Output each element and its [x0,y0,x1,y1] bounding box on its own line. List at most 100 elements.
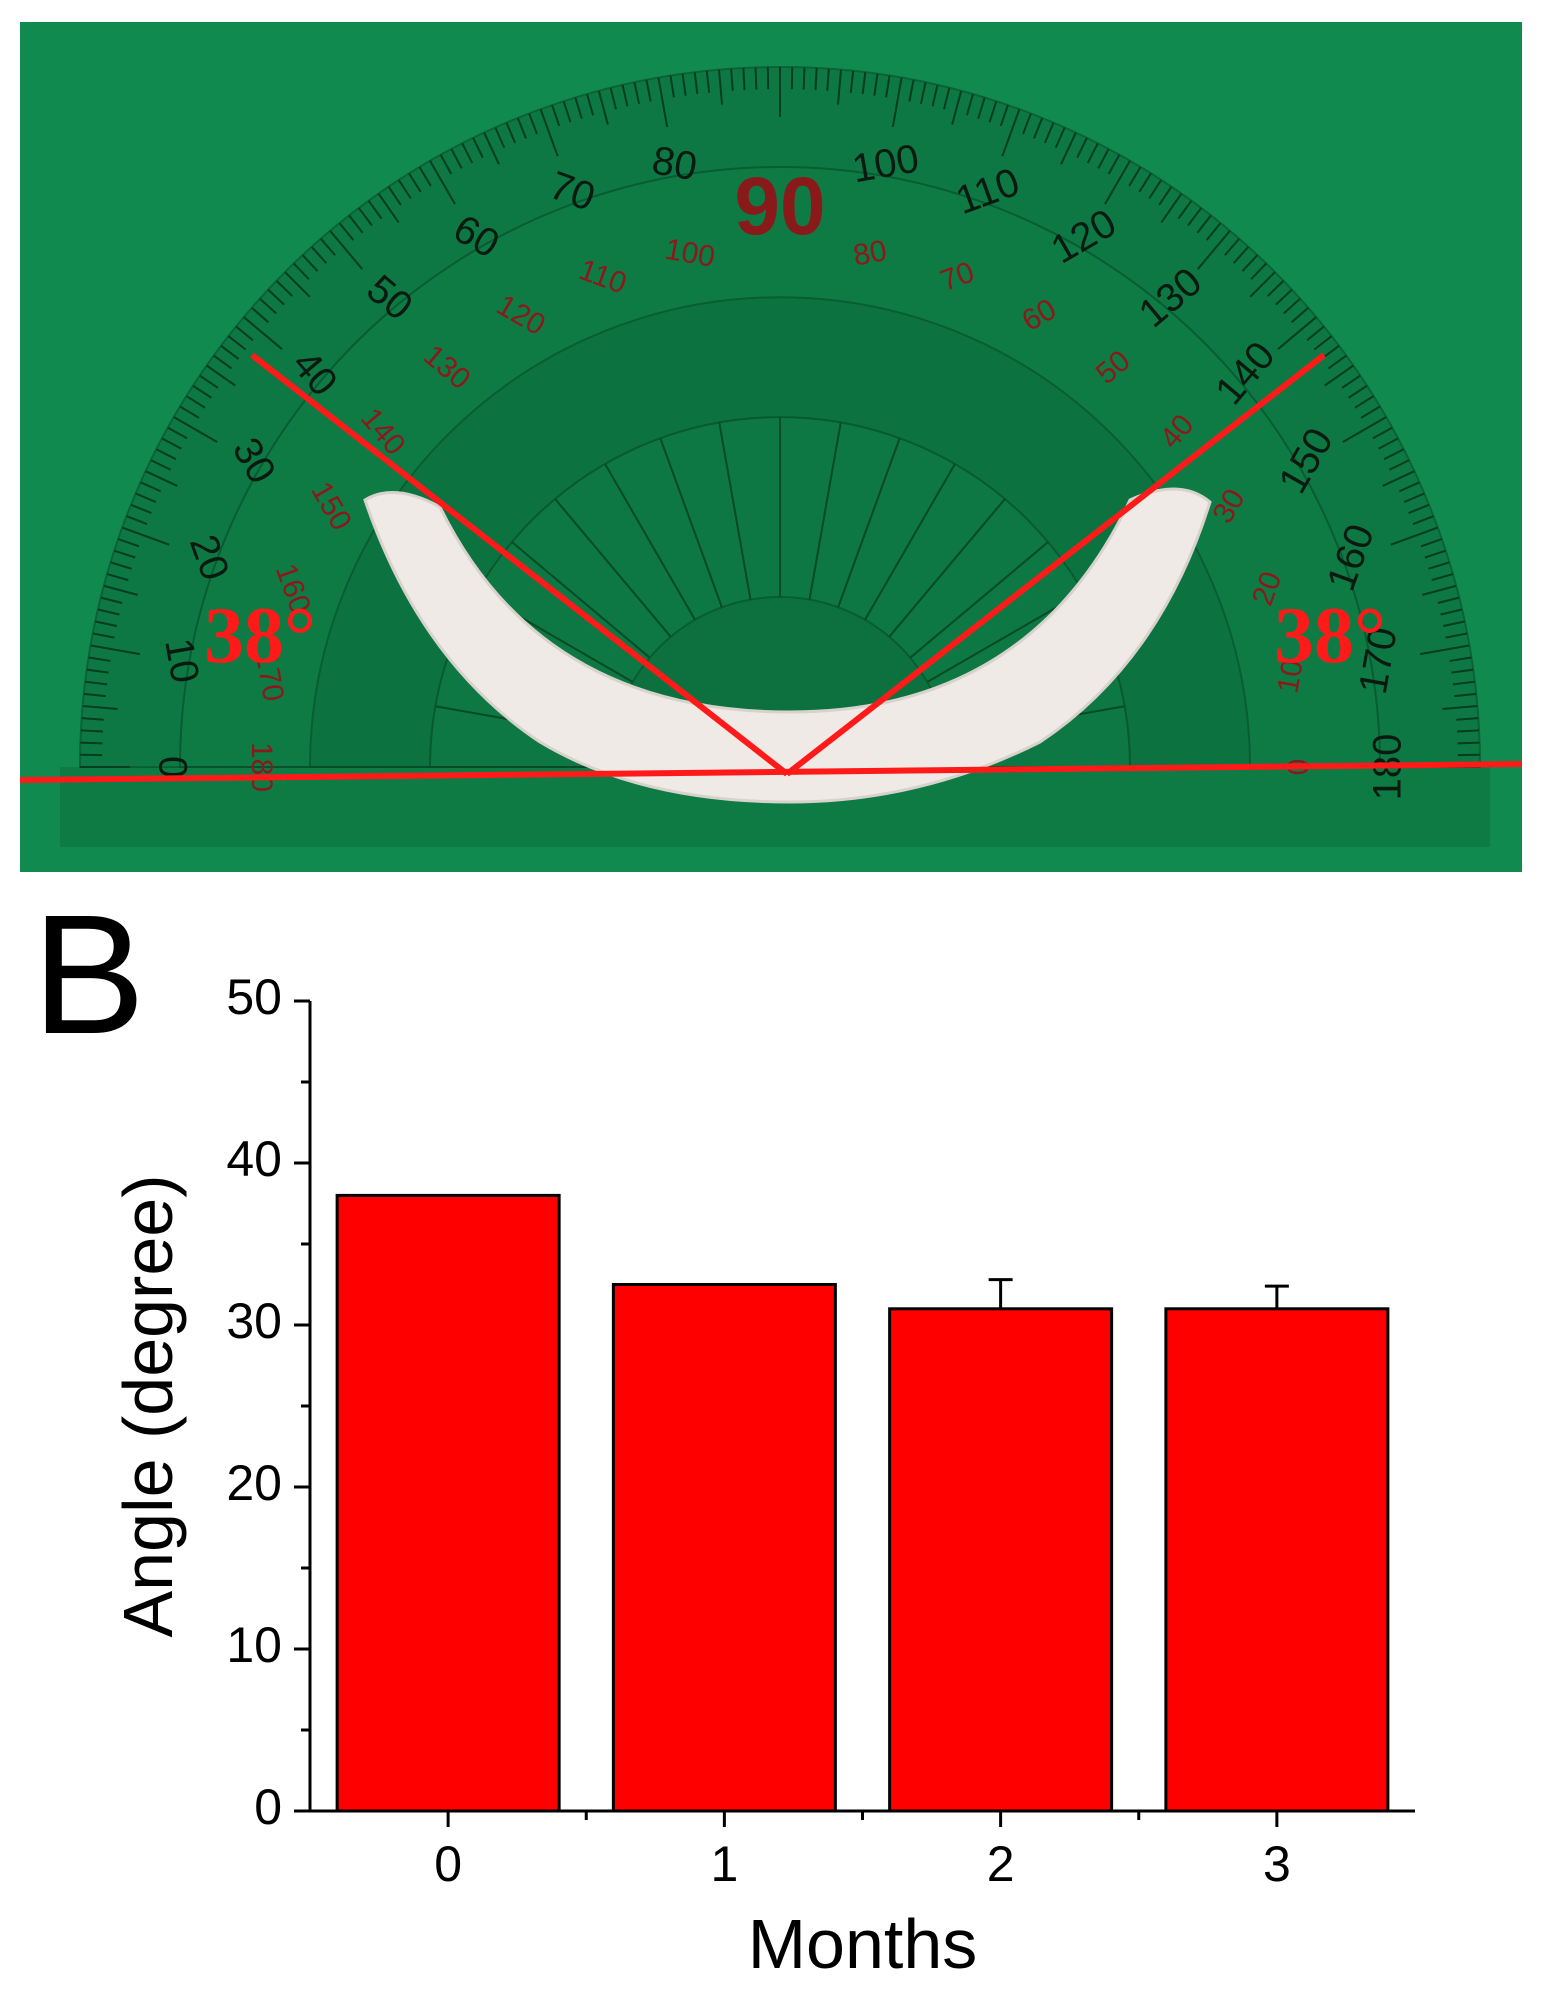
protractor-tick [1205,222,1222,241]
protractor-tick [1457,729,1480,733]
panel-b-label: B [32,880,146,1070]
protractor-tick [81,717,104,721]
protractor-tick [348,214,364,234]
protractor-tick [338,222,355,241]
protractor-tick [977,97,986,119]
x-tick-label: 2 [987,1836,1015,1892]
protractor-inner-label: 80 [851,234,890,272]
angle-annotation-left: 38° [204,592,316,680]
protractor-tick [130,503,152,514]
y-tick-label: 50 [226,969,282,1025]
protractor-tick [1249,271,1276,298]
protractor-tick [88,656,111,662]
angle-annotation-right: 38° [1274,592,1386,680]
protractor-radial [718,422,752,600]
y-tick-label: 40 [226,1131,282,1187]
protractor-tick [1277,316,1317,350]
protractor-tick [999,104,1009,127]
protractor-tick [669,75,675,98]
x-tick-label: 0 [434,1836,462,1892]
protractor-tick [199,374,219,389]
protractor-tick [1431,573,1454,582]
protractor-tick [1104,160,1131,205]
bar [335,1193,561,1813]
protractor-tick [329,230,363,270]
protractor-tick [320,238,336,256]
left-angle-line [250,352,789,777]
protractor-tick [145,470,178,487]
protractor-tick [1275,288,1293,306]
protractor-radial [604,463,696,621]
y-tick-label: 30 [226,1293,282,1349]
protractor-tick [100,596,123,604]
protractor-tick [1372,426,1393,440]
protractor-tick [908,79,915,102]
protractor-tick [1327,354,1347,370]
protractor-tick [1390,526,1439,546]
protractor-tick [86,668,109,674]
protractor-radial [864,463,956,621]
protractor-tick [1449,656,1472,662]
protractor-tick [310,246,328,264]
protractor-tick [113,549,136,559]
protractor-tick [472,137,484,159]
protractor-tick [1324,364,1354,387]
protractor-tick [103,584,138,596]
protractor-tick [562,100,572,123]
protractor-tick [173,416,218,443]
protractor-tick [1033,117,1044,139]
protractor-tick [1456,717,1479,721]
protractor-tick [633,82,641,105]
protractor-tick [1283,297,1301,315]
protractor-tick [943,87,951,110]
protractor-tick [192,384,212,399]
protractor-tick [1452,680,1475,686]
protractor-tick [461,142,474,164]
protractor-tick [693,72,699,95]
protractor-tick [1306,325,1325,342]
protractor-tick [965,93,974,116]
protractor-tick [267,288,285,306]
protractor-tick [377,193,400,223]
protractor-tick [873,73,879,96]
protractor-tick [1138,172,1152,193]
protractor-tick [1348,384,1368,399]
protractor-tick [814,67,818,90]
protractor-tick [80,741,103,745]
protractor-tick [450,148,463,169]
protractor-tick [275,280,293,297]
protractor-tick [1107,154,1121,175]
protractor-tick [1422,584,1457,596]
protractor-tick [1424,549,1447,559]
protractor-tick [1187,207,1203,227]
protractor-radial [888,498,1006,638]
protractor-tick [213,354,233,370]
protractor-tick [251,307,269,323]
protractor-tick [717,69,724,105]
protractor-outer-label: 10 [156,635,207,686]
protractor-tick [1076,137,1088,159]
protractor-tick [1408,503,1430,514]
protractor-tick [1086,142,1099,164]
protractor-tick [1457,741,1480,745]
protractor-radial [808,422,842,600]
protractor-tick [259,297,277,315]
protractor-tick [861,72,867,95]
protractor-tick [1341,374,1361,389]
protractor-tick [1454,692,1477,698]
right-angle-line [785,352,1326,777]
protractor-tick [705,70,711,93]
protractor-tick [1354,395,1375,409]
protractor-tick [293,262,310,280]
protractor-tick [90,644,141,656]
protractor-tick [681,73,687,96]
protractor-tick [135,492,157,504]
protractor-tick [97,608,120,616]
protractor-tick [1196,214,1212,234]
protractor-tick [418,166,432,187]
y-tick-label: 0 [254,1779,282,1835]
protractor-tick [1022,113,1032,135]
protractor-radial [554,498,672,638]
